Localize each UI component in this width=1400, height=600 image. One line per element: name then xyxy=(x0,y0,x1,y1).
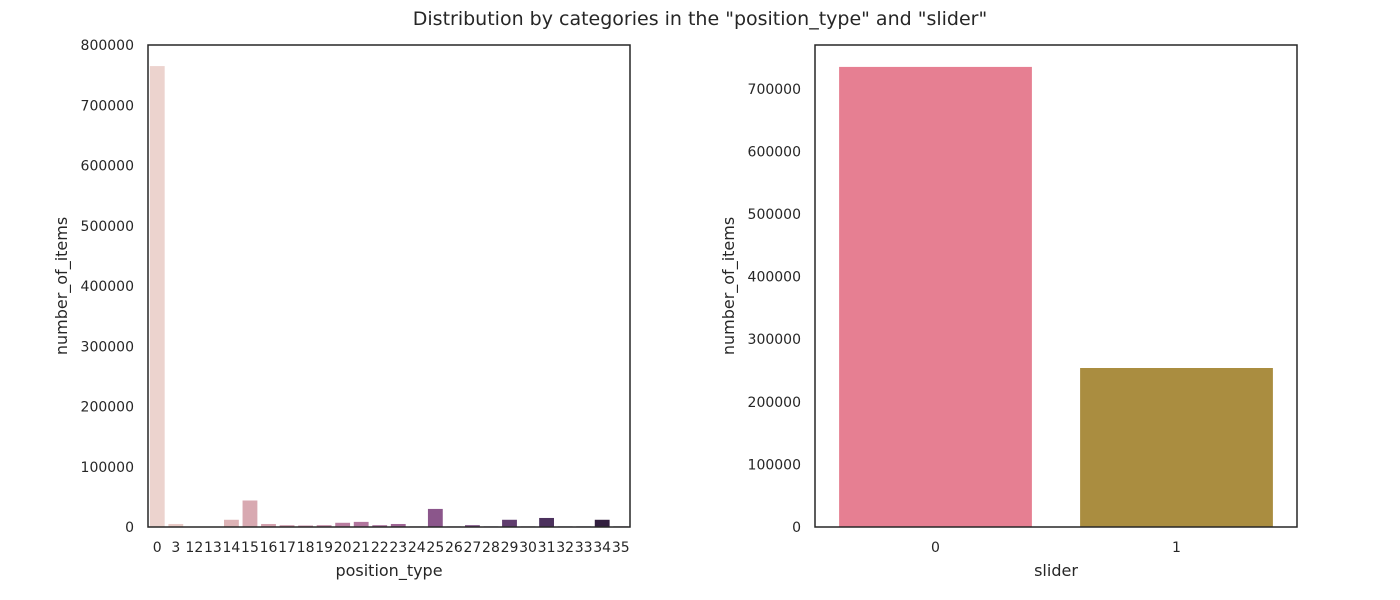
y-tick-label: 0 xyxy=(792,520,801,536)
bar-19 xyxy=(316,525,332,527)
x-tick-label: 19 xyxy=(315,540,333,556)
slider-chart: 0 100000 200000 300000 400000 500000 600000 700… xyxy=(719,44,1298,580)
bar-1 xyxy=(1080,368,1273,527)
bar-20 xyxy=(335,522,351,527)
bar-22 xyxy=(372,525,388,527)
bar-34 xyxy=(594,519,610,527)
y-tick-label: 500000 xyxy=(748,207,801,223)
bar-15 xyxy=(242,500,258,527)
y-tick-label: 600000 xyxy=(748,144,801,160)
bar-18 xyxy=(298,525,313,527)
x-tick-label: 35 xyxy=(612,540,630,556)
x-tick-label: 33 xyxy=(575,540,593,556)
bar-25 xyxy=(427,508,443,527)
y-tick-label: 400000 xyxy=(748,270,801,286)
x-tick-label: 21 xyxy=(352,540,370,556)
y-tick-label: 600000 xyxy=(81,159,134,175)
x-tick-label: 29 xyxy=(501,540,519,556)
y-tick-label: 0 xyxy=(125,520,134,536)
plot-frame xyxy=(814,44,1298,528)
bar-17 xyxy=(279,525,295,527)
y-tick-label: 100000 xyxy=(81,460,134,476)
bar-27 xyxy=(465,525,480,527)
bar-23 xyxy=(390,523,406,527)
x-axis-label: position_type xyxy=(335,561,442,581)
y-tick-label: 800000 xyxy=(81,38,134,54)
y-tick-label: 700000 xyxy=(81,98,134,114)
x-tick-label: 12 xyxy=(185,540,203,556)
x-tick-label: 28 xyxy=(482,540,500,556)
bar-0 xyxy=(149,66,165,528)
x-tick-label: 1 xyxy=(1172,540,1181,556)
y-tick-label: 300000 xyxy=(748,332,801,348)
y-axis-label: number_of_items xyxy=(52,217,72,355)
x-tick-label: 30 xyxy=(519,540,537,556)
y-tick-label: 400000 xyxy=(81,279,134,295)
plot-frame xyxy=(147,44,631,528)
x-tick-label: 0 xyxy=(931,540,940,556)
x-tick-label: 16 xyxy=(260,540,278,556)
x-tick-label: 26 xyxy=(445,540,463,556)
bar-0 xyxy=(839,66,1032,527)
bar-3 xyxy=(168,523,184,527)
bar-29 xyxy=(502,519,517,527)
bar-16 xyxy=(261,523,276,527)
x-tick-label: 20 xyxy=(334,540,352,556)
y-tick-label: 100000 xyxy=(748,457,801,473)
x-tick-label: 25 xyxy=(426,540,444,556)
x-tick-label: 31 xyxy=(538,540,556,556)
y-tick-label: 500000 xyxy=(81,219,134,235)
x-axis-label: slider xyxy=(1034,561,1078,580)
bar-14 xyxy=(224,519,239,527)
y-tick-label: 200000 xyxy=(748,395,801,411)
y-tick-label: 700000 xyxy=(748,82,801,98)
x-tick-label: 3 xyxy=(171,540,180,556)
bar-21 xyxy=(353,521,369,527)
y-tick-label: 300000 xyxy=(81,339,134,355)
x-tick-label: 34 xyxy=(593,540,611,556)
x-tick-label: 24 xyxy=(408,540,426,556)
x-tick-label: 32 xyxy=(556,540,574,556)
x-tick-label: 18 xyxy=(297,540,315,556)
y-axis-label: number_of_items xyxy=(719,217,739,355)
x-tick-label: 15 xyxy=(241,540,259,556)
y-tick-label: 200000 xyxy=(81,400,134,416)
x-tick-label: 23 xyxy=(389,540,407,556)
x-tick-label: 14 xyxy=(223,540,241,556)
x-tick-label: 13 xyxy=(204,540,222,556)
x-tick-label: 27 xyxy=(464,540,482,556)
figure-title: Distribution by categories in the "posit… xyxy=(412,8,988,30)
x-tick-label: 22 xyxy=(371,540,389,556)
x-tick-label: 0 xyxy=(153,540,162,556)
position-type-chart: 0 100000 200000 300000 400000 500000 600000 700… xyxy=(52,38,631,581)
bar-31 xyxy=(539,517,554,527)
x-tick-label: 17 xyxy=(278,540,296,556)
